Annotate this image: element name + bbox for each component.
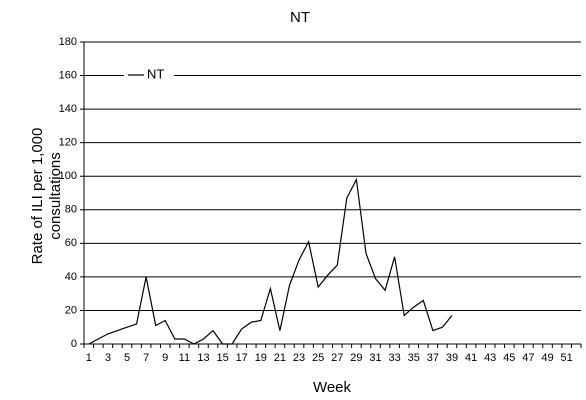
x-tick-label: 19 <box>255 352 267 364</box>
x-tick-label: 37 <box>427 352 439 364</box>
y-tick-label: 40 <box>65 271 77 283</box>
x-tick-label: 41 <box>465 352 477 364</box>
x-tick-label: 39 <box>446 352 458 364</box>
x-tick-label: 11 <box>179 352 190 364</box>
x-tick-label: 23 <box>293 352 305 364</box>
x-tick-label: 51 <box>561 352 573 364</box>
line-series <box>88 177 453 345</box>
x-axis-label: Week <box>313 379 352 396</box>
x-tick-label: 17 <box>236 352 248 364</box>
y-tick-label: 100 <box>59 170 77 182</box>
x-tick-label: 21 <box>274 352 286 364</box>
legend-background <box>124 67 174 83</box>
chart-title: NT <box>290 9 310 26</box>
y-tick-label: 160 <box>59 69 77 81</box>
legend-label: NT <box>147 66 164 81</box>
x-tick-label: 27 <box>331 352 343 364</box>
x-tick-label: 31 <box>369 352 381 364</box>
x-tick-label: 43 <box>484 352 496 364</box>
x-tick-label: 29 <box>350 352 362 364</box>
y-tick-label: 180 <box>59 36 77 48</box>
x-tick-label: 9 <box>162 352 168 364</box>
x-tick-label: 1 <box>86 352 92 364</box>
x-tick-label: 49 <box>541 352 553 364</box>
x-tick-label: 15 <box>216 352 228 364</box>
y-axis-label: Rate of ILI per 1,000 consultations <box>29 127 64 265</box>
x-tick-label: 35 <box>408 352 420 364</box>
x-tick-label: 45 <box>503 352 515 364</box>
y-tick-label: 20 <box>65 304 77 316</box>
y-tick-label: 60 <box>65 237 77 249</box>
y-tick-label: 120 <box>59 137 77 149</box>
x-tick-label: 3 <box>105 352 111 364</box>
x-tick-label: 25 <box>312 352 324 364</box>
x-tick-label: 5 <box>124 352 130 364</box>
x-tick-label: 13 <box>197 352 209 364</box>
y-tick-label: 80 <box>65 204 77 216</box>
x-tick-label: 47 <box>522 352 534 364</box>
x-tick-label: 33 <box>389 352 401 364</box>
y-tick-label: 140 <box>59 103 77 115</box>
x-tick-label: 7 <box>143 352 149 364</box>
y-tick-label: 0 <box>71 338 77 350</box>
